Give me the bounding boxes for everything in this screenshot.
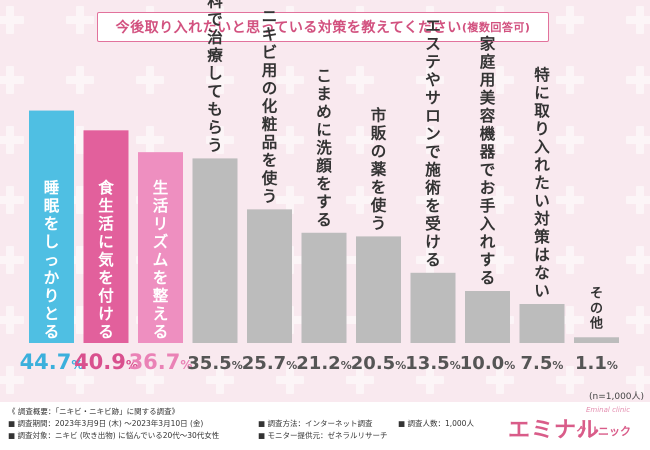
background-cross-decoration bbox=[276, 66, 304, 94]
background-cross-decoration bbox=[206, 366, 234, 394]
bar-10 bbox=[519, 304, 565, 343]
background-cross-decoration bbox=[0, 306, 24, 334]
category-label-6: こまめに洗顔をする bbox=[315, 67, 332, 229]
bar-1 bbox=[29, 110, 74, 343]
sample-size-note: (n=1,000人) bbox=[589, 392, 645, 402]
background-cross-decoration bbox=[626, 186, 650, 214]
chart-title-subtitle: (複数回答可) bbox=[461, 21, 531, 34]
background-cross-decoration bbox=[416, 366, 444, 394]
bar-5 bbox=[247, 209, 292, 343]
category-label-2: 食生活に気を付ける bbox=[97, 178, 114, 341]
survey-method: ■ 調査方法：インターネット調査 bbox=[258, 419, 373, 428]
bar-8 bbox=[410, 272, 456, 343]
category-label-7: 市販の薬を使う bbox=[370, 105, 387, 232]
category-label-1: 睡眠をしっかりとる bbox=[44, 178, 60, 341]
background-cross-decoration bbox=[556, 6, 584, 34]
background-cross-decoration bbox=[0, 366, 24, 394]
background-cross-decoration bbox=[486, 246, 514, 274]
value-label-11: 1.1% bbox=[575, 353, 618, 374]
background-cross-decoration bbox=[556, 66, 584, 94]
category-label-10: 特に取り入れたい対策はない bbox=[533, 65, 550, 300]
background-cross-decoration bbox=[346, 186, 374, 214]
bar-11 bbox=[574, 337, 619, 343]
chart-title-box: 今後取り入れたいと思っている対策を教えてください (複数回答可) bbox=[97, 12, 549, 42]
value-label-2: 40.9% bbox=[74, 350, 138, 374]
value-label-10: 7.5% bbox=[521, 353, 564, 374]
background-cross-decoration bbox=[626, 306, 650, 334]
value-label-6: 21.2% bbox=[296, 353, 351, 374]
category-label-8: エステやサロンで施術を受ける bbox=[424, 17, 441, 269]
bar-3 bbox=[138, 152, 183, 343]
background-cross-decoration bbox=[0, 186, 24, 214]
background-cross-decoration bbox=[0, 126, 24, 154]
background-cross-decoration bbox=[556, 186, 584, 214]
background-cross-decoration bbox=[416, 186, 444, 214]
bar-9 bbox=[465, 291, 510, 343]
background-cross-decoration bbox=[0, 66, 24, 94]
background-cross-decoration bbox=[626, 126, 650, 154]
bar-6 bbox=[301, 232, 347, 343]
background-cross-decoration bbox=[206, 66, 234, 94]
background-cross-decoration bbox=[0, 246, 24, 274]
background-cross-decoration bbox=[556, 126, 584, 154]
background-cross-decoration bbox=[206, 126, 234, 154]
logo-script-text: Eminal clinic bbox=[586, 406, 631, 414]
survey-count: ■ 調査人数：1,000人 bbox=[398, 419, 474, 428]
background-cross-decoration bbox=[416, 246, 444, 274]
background-cross-decoration bbox=[66, 66, 94, 94]
background-cross-decoration bbox=[136, 126, 164, 154]
background-cross-decoration bbox=[626, 246, 650, 274]
category-label-3: 生活リズムを整える bbox=[152, 178, 169, 341]
background-cross-decoration bbox=[556, 366, 584, 394]
value-label-5: 25.7% bbox=[242, 353, 297, 374]
background-cross-decoration bbox=[556, 246, 584, 274]
background-cross-decoration bbox=[486, 126, 514, 154]
bar-7 bbox=[356, 236, 401, 343]
background-cross-decoration bbox=[346, 66, 374, 94]
background-cross-decoration bbox=[136, 366, 164, 394]
background-cross-decoration bbox=[486, 66, 514, 94]
bar-chart: 睡眠をしっかりとる 44.7% 食生活に気を付ける 40.9% 生活リズムを整える 36.… bbox=[20, 0, 619, 374]
background-cross-decoration bbox=[66, 366, 94, 394]
background-cross-decoration bbox=[276, 366, 304, 394]
survey-target: ■ 調査対象：ニキビ (吹き出物) に悩んでいる20代〜30代女性 bbox=[8, 431, 220, 440]
bar-2 bbox=[83, 130, 129, 343]
chart-title: 今後取り入れたいと思っている対策を教えてください bbox=[115, 20, 462, 36]
background-cross-decoration bbox=[416, 66, 444, 94]
background-cross-decoration bbox=[486, 366, 514, 394]
value-label-7: 20.5% bbox=[351, 353, 406, 374]
background-cross-decoration bbox=[486, 186, 514, 214]
background-cross-decoration bbox=[416, 126, 444, 154]
value-label-8: 13.5% bbox=[405, 353, 460, 374]
background-cross-decoration bbox=[136, 66, 164, 94]
category-label-9: 家庭用美容機器でお手入れする bbox=[479, 34, 496, 287]
value-label-3: 36.7% bbox=[129, 350, 193, 374]
survey-monitor: ■ モニター提供元：ゼネラルリサーチ bbox=[258, 431, 388, 440]
background-cross-decoration bbox=[66, 6, 94, 34]
value-label-1: 44.7% bbox=[20, 350, 84, 374]
background-cross-decoration bbox=[276, 126, 304, 154]
background-cross-decoration bbox=[346, 366, 374, 394]
background-cross-decoration bbox=[0, 6, 24, 34]
background-cross-decoration bbox=[346, 126, 374, 154]
value-label-4: 35.5% bbox=[187, 353, 242, 374]
logo-sub-text: クリニック bbox=[576, 425, 631, 438]
category-label-5: ニキビ用の化粧品を使う bbox=[261, 7, 278, 205]
category-label-11: その他 bbox=[589, 286, 603, 331]
background-cross-decoration bbox=[626, 366, 650, 394]
background-cross-decoration bbox=[626, 66, 650, 94]
value-label-9: 10.0% bbox=[460, 353, 515, 374]
survey-period: ■ 調査期間：2023年3月9日 (木) 〜2023年3月10日 (金) bbox=[8, 419, 204, 428]
logo-main-text: エミナル bbox=[508, 418, 601, 443]
bar-4 bbox=[192, 158, 238, 343]
category-label-4: 皮膚科で治療してもらう bbox=[207, 0, 223, 154]
survey-heading: 《 調査概要：「ニキビ・ニキビ跡」に関する調査》 bbox=[8, 407, 180, 416]
background-cross-decoration bbox=[276, 186, 304, 214]
background-cross-decoration bbox=[626, 6, 650, 34]
survey-footer: 《 調査概要：「ニキビ・ニキビ跡」に関する調査》 ■ 調査期間：2023年3月9… bbox=[0, 402, 650, 450]
